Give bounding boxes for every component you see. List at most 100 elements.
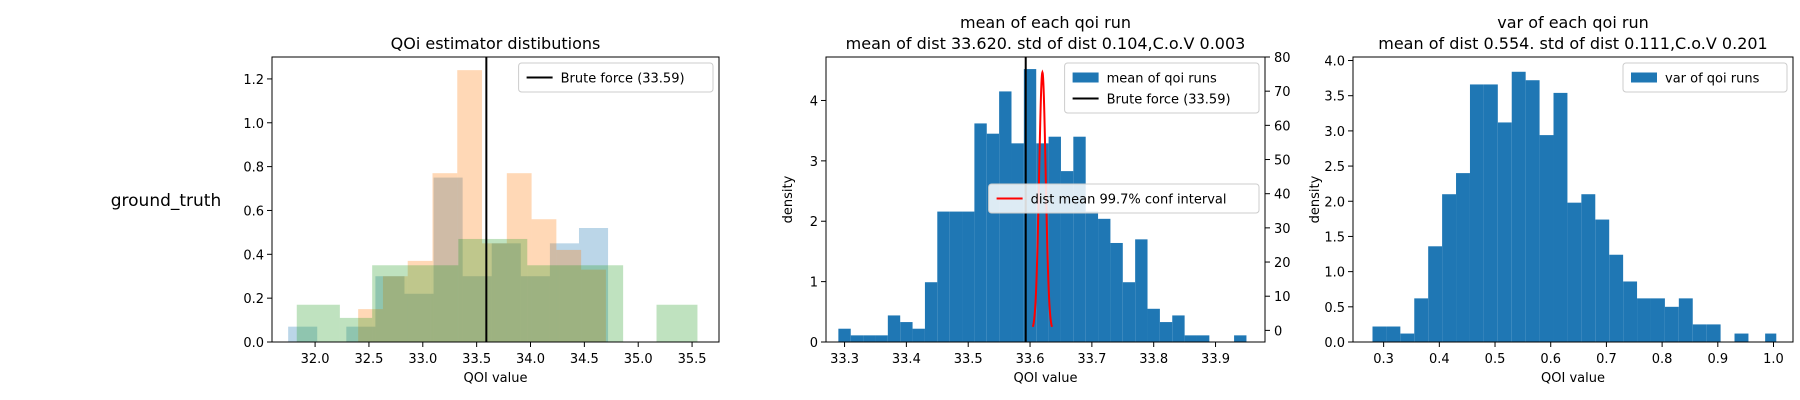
histogram-bar (1539, 135, 1554, 342)
x-tick-label: 32.0 (301, 352, 330, 367)
histogram-bar (999, 91, 1012, 342)
y-axis-label: density (1308, 175, 1323, 223)
x-tick-label: 0.9 (1707, 352, 1728, 367)
histogram-bar (1147, 308, 1160, 342)
histogram-bar (949, 211, 963, 342)
x-tick-label: 33.8 (1139, 352, 1168, 367)
histogram-bar (1400, 333, 1415, 342)
legend-frame (518, 62, 714, 93)
chart-var-of-each-qoi-run: 0.3 0.4 0.5 0.6 0.7 0.8 0.9 1.0 0.0 0.5 1.0 1.5 2.0 2… (1308, 13, 1794, 386)
series-0 (838, 69, 1247, 343)
y-tick-label: 2 (810, 215, 818, 230)
y2-tick-label: 40 (1274, 188, 1291, 203)
histogram-bar (962, 211, 975, 342)
chart-title: mean of each qoi run (960, 13, 1131, 32)
y-tick-label: 4 (810, 94, 818, 109)
histogram-bar (346, 326, 376, 342)
histogram-bar (656, 304, 698, 342)
histogram-bar (549, 243, 579, 342)
histogram-bar (912, 328, 925, 342)
y-tick-label: 0.6 (243, 204, 264, 219)
histogram-bar (1511, 71, 1526, 343)
histogram-bar (937, 211, 950, 342)
histogram-bar (407, 260, 433, 342)
histogram-bar (986, 133, 1000, 342)
histogram-bar (863, 335, 876, 342)
histogram-bar (1623, 281, 1638, 342)
histogram-bar (578, 228, 609, 342)
histogram-bar (1609, 254, 1624, 342)
x-tick-label: 34.0 (516, 352, 545, 367)
histogram-bar (1184, 335, 1197, 342)
legend-label: Brute force (33.59) (561, 72, 685, 87)
histogram-bar (556, 249, 582, 342)
series-2 (296, 238, 698, 342)
legend-conf-interval-frame (988, 183, 1260, 214)
histogram-bar (404, 293, 434, 342)
histogram-bar (1595, 219, 1610, 342)
histogram-bar (1073, 136, 1086, 342)
histogram-bar (339, 317, 373, 342)
legend: mean of qoi runs Brute force (33.59) (1064, 62, 1260, 114)
histogram-bar (527, 265, 560, 342)
histogram-bar (1497, 122, 1512, 342)
y-tick-label: 3.5 (1324, 90, 1345, 105)
histogram-bar (1637, 298, 1651, 342)
x-tick-label: 0.4 (1429, 352, 1450, 367)
y2-tick-label: 80 (1274, 51, 1291, 66)
y-tick-label: 1.0 (243, 117, 264, 132)
histogram-bar (288, 326, 318, 342)
histogram-bar (1060, 171, 1074, 342)
histogram-bar (581, 269, 606, 342)
histogram-bar (924, 282, 938, 342)
chart-subtitle: mean of dist 33.620. std of dist 0.104,C… (846, 34, 1246, 53)
y-tick-label: 2.5 (1324, 160, 1345, 175)
chart-title: var of each qoi run (1497, 13, 1648, 32)
chart-subtitle: mean of dist 0.554. std of dist 0.111,C.… (1378, 34, 1767, 53)
x-tick-label: 33.0 (408, 352, 437, 367)
histogram-bar (1734, 333, 1749, 342)
legend-frame (1064, 62, 1260, 114)
x-tick-label: 0.6 (1540, 352, 1561, 367)
histogram-bar (458, 238, 495, 342)
x-axis-label: QOI value (464, 371, 528, 386)
histogram-bar (1442, 194, 1457, 342)
histogram-bar (1428, 246, 1443, 342)
y-tick-label: 1.0 (1324, 266, 1345, 281)
histogram-bar (1706, 324, 1721, 342)
x-axis-label: QOI value (1541, 371, 1605, 386)
histogram-bar (1386, 326, 1401, 342)
histogram-bar (531, 219, 557, 342)
histogram-bar (520, 276, 550, 342)
row-label: ground_truth (111, 191, 222, 211)
y-axis-label: density (781, 175, 796, 223)
x-tick-label: 0.7 (1596, 352, 1617, 367)
x-tick-label: 33.6 (1016, 352, 1045, 367)
x-tick-label: 0.3 (1373, 352, 1394, 367)
y2-tick-label: 30 (1274, 222, 1291, 237)
legend: var of qoi runs (1622, 62, 1788, 93)
x-tick-label: 32.5 (354, 352, 383, 367)
x-tick-label: 35.5 (678, 352, 707, 367)
histogram-bar (375, 276, 405, 342)
series-0 (1372, 71, 1777, 343)
x-tick-label: 33.7 (1077, 352, 1106, 367)
y-tick-label: 1.2 (243, 73, 264, 88)
histogram-bar (1581, 194, 1596, 342)
histogram-bar (1011, 143, 1024, 342)
legend-label: Brute force (33.59) (1107, 93, 1231, 108)
histogram-bar (850, 335, 864, 342)
legend-frame (1622, 62, 1788, 93)
y2-tick-label: 10 (1274, 290, 1291, 305)
histogram-bar (1414, 298, 1429, 342)
histogram-bar (457, 70, 483, 343)
histogram-bar (1525, 80, 1540, 342)
series-0 (288, 177, 609, 342)
histogram-bar (1664, 306, 1679, 342)
y2-tick-label: 70 (1274, 85, 1291, 100)
histogram-bar (1483, 84, 1498, 342)
x-tick-label: 33.3 (830, 352, 859, 367)
x-tick-label: 33.4 (892, 352, 921, 367)
histogram-bar (1196, 335, 1210, 342)
x-tick-label: 0.5 (1485, 352, 1506, 367)
